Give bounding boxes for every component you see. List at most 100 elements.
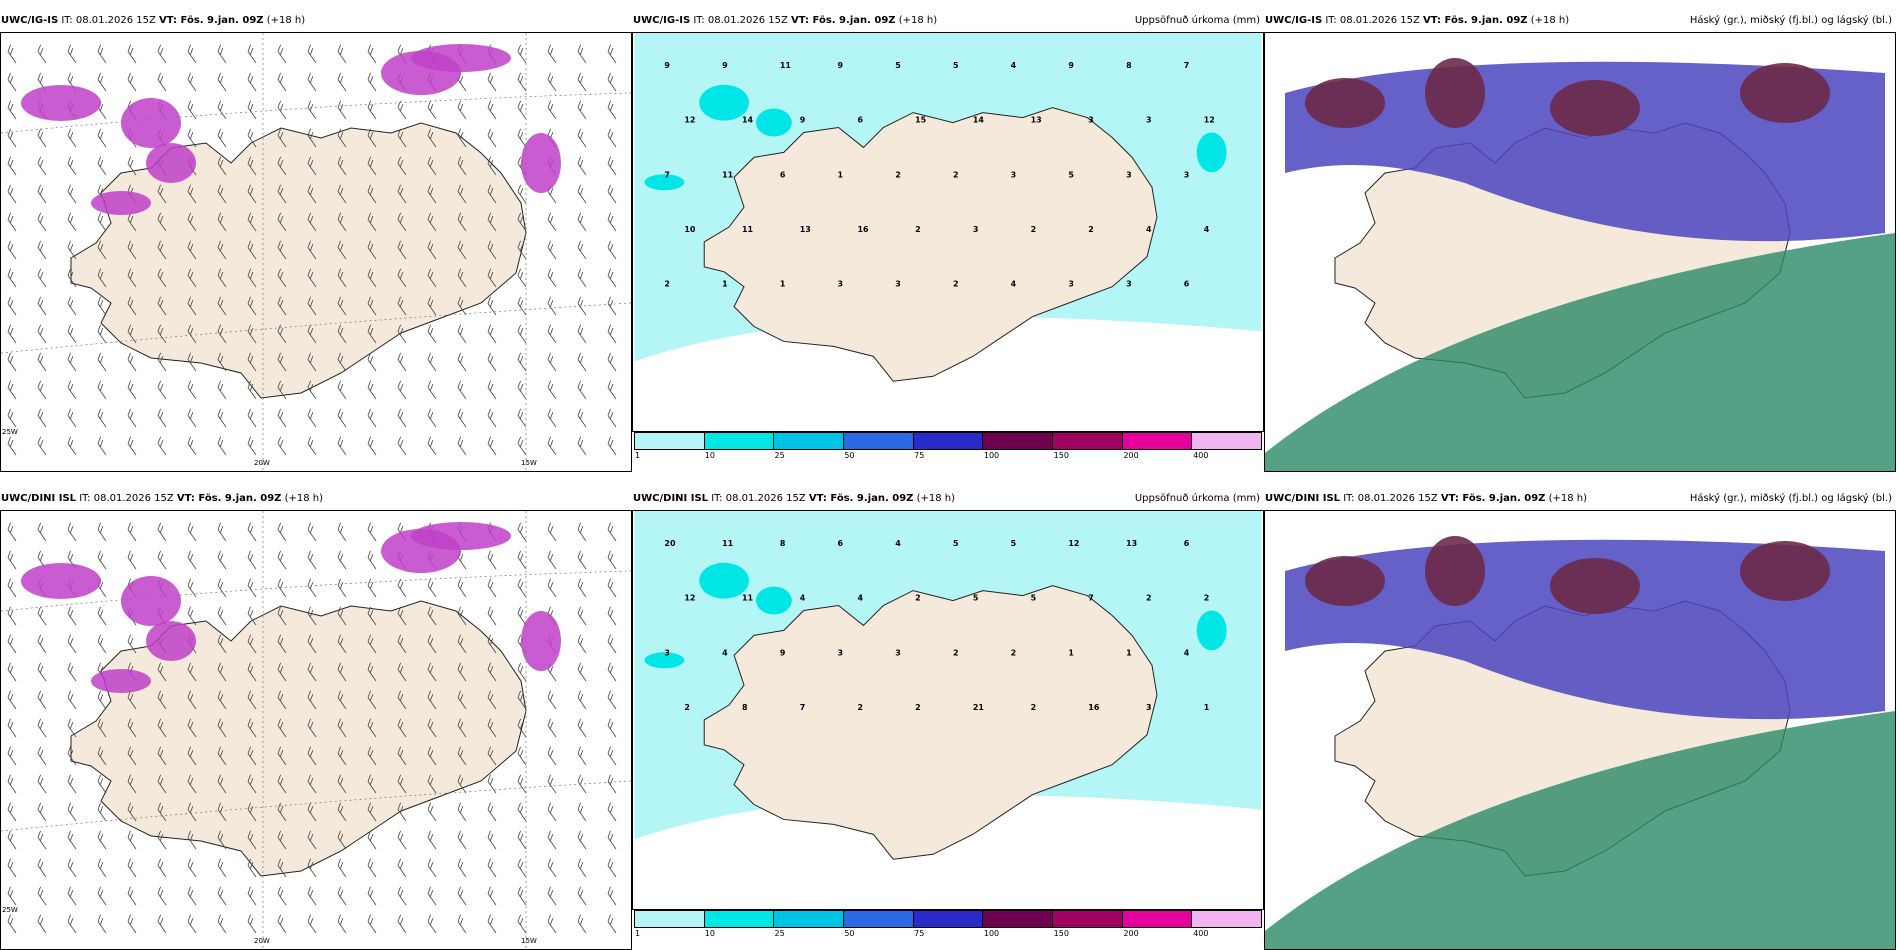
wind-barb	[457, 380, 467, 400]
wind-barb	[97, 802, 107, 822]
wind-barb	[247, 268, 257, 288]
wind-barb	[217, 914, 227, 934]
wind-barb	[67, 690, 77, 710]
iceland-landmass	[70, 122, 527, 399]
wind-barb	[427, 746, 437, 766]
wind-barb	[577, 718, 587, 738]
wind-barb	[307, 268, 317, 288]
wind-barb	[307, 352, 317, 372]
wind-barb	[187, 830, 197, 850]
wind-barb	[247, 408, 257, 428]
wind-barb	[127, 550, 137, 570]
graticule-line	[1, 780, 631, 832]
wind-barb	[367, 690, 377, 710]
precip-value-label: 2	[915, 225, 921, 234]
wind-barb	[517, 830, 527, 850]
iceland-landmass	[703, 107, 1158, 382]
precip-value-label: 3	[664, 648, 670, 657]
wind-barb	[397, 802, 407, 822]
x-axis-label: 15W	[521, 459, 537, 467]
legend-swatch	[983, 911, 1054, 927]
wind-barb	[397, 436, 407, 456]
wind-barb	[517, 522, 527, 542]
wind-barb	[607, 380, 617, 400]
wind-barb	[187, 380, 197, 400]
wind-barb	[7, 44, 17, 64]
wind-barb	[247, 44, 257, 64]
wind-barb	[547, 578, 557, 598]
wind-barb	[337, 690, 347, 710]
wind-barb	[367, 212, 377, 232]
high-cloud-area	[1425, 58, 1485, 128]
wind-barb	[97, 212, 107, 232]
precip-value-label: 4	[1184, 648, 1190, 657]
wind-barb	[217, 324, 227, 344]
high-cloud-area	[1425, 536, 1485, 606]
wind-barb	[7, 72, 17, 92]
wind-barb	[487, 268, 497, 288]
wind-barb	[277, 408, 287, 428]
wind-barb	[67, 436, 77, 456]
wind-barb	[247, 718, 257, 738]
wind-barb	[217, 156, 227, 176]
wind-barb	[367, 324, 377, 344]
wind-barb	[577, 690, 587, 710]
wind-barb	[487, 296, 497, 316]
wind-barb	[367, 380, 377, 400]
wind-barb	[7, 184, 17, 204]
panel-wind-top: UWC/IG-IS IT: 08.01.2026 15Z VT: Fös. 9.…	[0, 10, 632, 472]
precip-value-label: 13	[1031, 116, 1042, 125]
wind-barb	[187, 240, 197, 260]
wind-barb	[187, 606, 197, 626]
wind-barb	[307, 240, 317, 260]
wind-barb	[277, 522, 287, 542]
precip-value-label: 7	[1088, 594, 1094, 603]
wind-barb	[397, 886, 407, 906]
wind-barb	[247, 296, 257, 316]
wind-barb	[337, 100, 347, 120]
legend-tick-label: 200	[1123, 929, 1139, 938]
wind-barb	[247, 886, 257, 906]
cloud-map	[1264, 510, 1896, 950]
wind-barb	[247, 802, 257, 822]
wind-barb	[577, 100, 587, 120]
shower-area	[91, 191, 151, 215]
wind-barb	[517, 606, 527, 626]
wind-barb	[517, 578, 527, 598]
precip-value-label: 3	[1011, 170, 1017, 179]
panel-header: UWC/IG-IS IT: 08.01.2026 15Z VT: Fös. 9.…	[633, 15, 1260, 26]
precip-value-label: 13	[800, 225, 811, 234]
wind-barb	[457, 690, 467, 710]
wind-barb	[247, 662, 257, 682]
wind-barb	[187, 578, 197, 598]
legend-tick-label: 1	[635, 451, 641, 460]
wind-barb	[577, 830, 587, 850]
wind-barb	[37, 522, 47, 542]
wind-barb	[517, 408, 527, 428]
wind-barb	[517, 100, 527, 120]
wind-barb	[487, 100, 497, 120]
wind-barb	[337, 886, 347, 906]
precip-value-label: 4	[1011, 61, 1017, 70]
wind-barb	[607, 690, 617, 710]
wind-barb	[37, 296, 47, 316]
wind-barb	[577, 184, 587, 204]
wind-barb	[517, 380, 527, 400]
legend-swatch	[844, 433, 914, 449]
wind-barb	[7, 324, 17, 344]
wind-barb	[517, 718, 527, 738]
legend-ticks: 1 10 25 50 75 100 150 200 400	[634, 928, 1262, 940]
wind-barb	[127, 324, 137, 344]
wind-barb	[427, 296, 437, 316]
precip-value-label: 5	[953, 539, 959, 548]
wind-barb	[367, 802, 377, 822]
wind-barb	[127, 830, 137, 850]
wind-barb	[457, 268, 467, 288]
precip-value-label: 11	[722, 170, 733, 179]
wind-barb	[37, 690, 47, 710]
wind-barb	[217, 296, 227, 316]
wind-barb	[397, 578, 407, 598]
wind-barb	[427, 380, 437, 400]
wind-barb	[367, 886, 377, 906]
wind-barb	[277, 156, 287, 176]
